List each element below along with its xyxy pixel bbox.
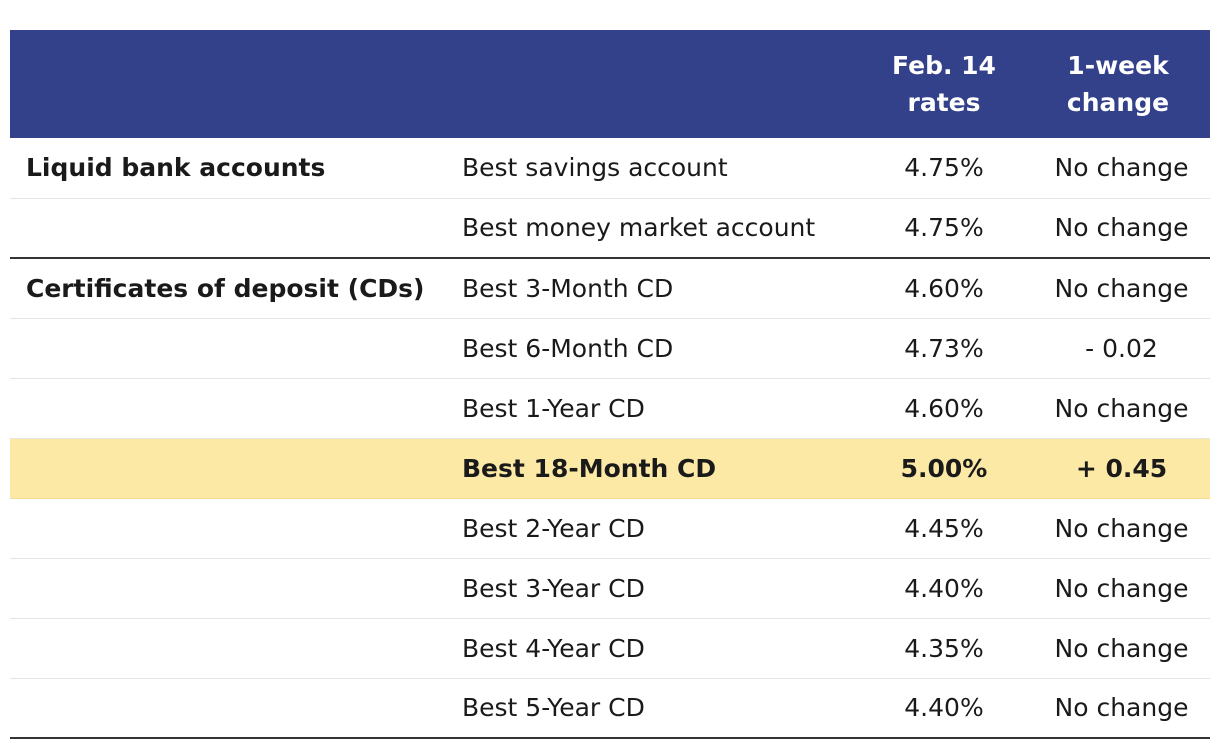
group-label (10, 678, 450, 739)
change-value: - 0.02 (1026, 318, 1210, 379)
product-name: Best 6-Month CD (450, 318, 862, 379)
header-product (450, 30, 862, 138)
product-name: Best 4-Year CD (450, 618, 862, 679)
table-body: Liquid bank accounts Best savings accoun… (10, 138, 1210, 739)
table-row: Best 4-Year CD 4.35% No change (10, 618, 1210, 679)
group-label: Certificates of deposit (CDs) (10, 258, 450, 319)
change-value: No change (1026, 618, 1210, 679)
group-label (10, 558, 450, 619)
change-value: + 0.45 (1026, 438, 1210, 499)
table-header: Feb. 14 rates 1-week change (10, 30, 1210, 138)
rate-value: 4.75% (862, 138, 1026, 199)
change-value: No change (1026, 678, 1210, 739)
product-name: Best 1-Year CD (450, 378, 862, 439)
change-value: No change (1026, 258, 1210, 319)
change-value: No change (1026, 198, 1210, 259)
product-name: Best 3-Year CD (450, 558, 862, 619)
table-row: Best 1-Year CD 4.60% No change (10, 378, 1210, 439)
table-row-highlighted: Best 18-Month CD 5.00% + 0.45 (10, 438, 1210, 499)
group-label (10, 438, 450, 499)
rate-value: 4.75% (862, 198, 1026, 259)
change-value: No change (1026, 378, 1210, 439)
change-value: No change (1026, 138, 1210, 199)
header-row: Feb. 14 rates 1-week change (10, 30, 1210, 138)
change-value: No change (1026, 498, 1210, 559)
table-row: Liquid bank accounts Best savings accoun… (10, 138, 1210, 199)
group-label (10, 498, 450, 559)
product-name: Best savings account (450, 138, 862, 199)
product-name: Best 2-Year CD (450, 498, 862, 559)
table-row: Best 5-Year CD 4.40% No change (10, 678, 1210, 739)
rate-value: 4.45% (862, 498, 1026, 559)
group-label (10, 318, 450, 379)
rate-value: 4.40% (862, 558, 1026, 619)
rate-value: 5.00% (862, 438, 1026, 499)
rate-value: 4.35% (862, 618, 1026, 679)
group-label: Liquid bank accounts (10, 138, 450, 199)
rate-value: 4.73% (862, 318, 1026, 379)
table-row: Best 3-Year CD 4.40% No change (10, 558, 1210, 619)
header-rate: Feb. 14 rates (892, 51, 996, 117)
group-label (10, 618, 450, 679)
table-row: Best 6-Month CD 4.73% - 0.02 (10, 318, 1210, 379)
product-name: Best 18-Month CD (450, 438, 862, 499)
table-row: Best 2-Year CD 4.45% No change (10, 498, 1210, 559)
rate-value: 4.60% (862, 378, 1026, 439)
rate-value: 4.60% (862, 258, 1026, 319)
change-value: No change (1026, 558, 1210, 619)
header-category (10, 30, 450, 138)
group-label (10, 378, 450, 439)
header-change: 1-week change (1066, 51, 1170, 117)
table-row: Best money market account 4.75% No chang… (10, 198, 1210, 259)
product-name: Best 3-Month CD (450, 258, 862, 319)
rates-table: Feb. 14 rates 1-week change Liquid bank … (10, 30, 1210, 739)
table-row: Certificates of deposit (CDs) Best 3-Mon… (10, 258, 1210, 319)
rate-value: 4.40% (862, 678, 1026, 739)
product-name: Best 5-Year CD (450, 678, 862, 739)
group-label (10, 198, 450, 259)
product-name: Best money market account (450, 198, 862, 259)
